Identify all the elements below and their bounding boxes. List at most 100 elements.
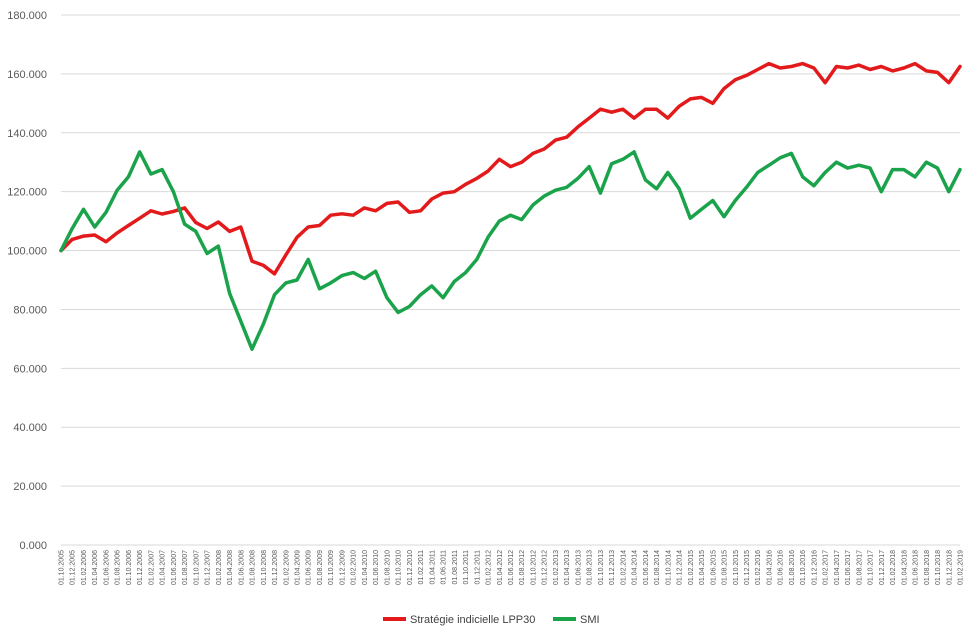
x-tick-label: 01.02.2018 xyxy=(890,550,897,585)
x-tick-label: 01.06.2012 xyxy=(508,550,515,585)
x-tick-label: 01.10.2015 xyxy=(733,550,740,585)
x-tick-label: 01.12.2008 xyxy=(272,550,279,585)
legend-item-smi: SMI xyxy=(553,614,600,626)
legend-label-lpp30: Stratégie indicielle LPP30 xyxy=(410,614,535,626)
x-tick-label: 01.08.2012 xyxy=(519,550,526,585)
x-tick-label: 01.10.2006 xyxy=(126,550,133,585)
x-tick-label: 01.12.2005 xyxy=(70,550,77,585)
x-tick-label: 01.04.2014 xyxy=(632,550,639,585)
x-tick-label: 01.04.2007 xyxy=(160,550,167,585)
x-tick-label: 01.12.2011 xyxy=(474,550,481,585)
y-tick-label: 160.000 xyxy=(7,69,47,81)
x-tick-label: 01.08.2016 xyxy=(789,550,796,585)
x-tick-label: 01.10.2008 xyxy=(261,550,268,585)
x-tick-label: 01.10.2010 xyxy=(396,550,403,585)
x-tick-label: 01.06.2008 xyxy=(238,550,245,585)
x-tick-label: 01.02.2014 xyxy=(620,550,627,585)
x-tick-label: 01.08.2017 xyxy=(856,550,863,585)
x-tick-label: 01.12.2013 xyxy=(609,550,616,585)
series-line-smi xyxy=(59,150,962,351)
x-tick-label: 01.02.2016 xyxy=(755,550,762,585)
x-tick-label: 01.12.2006 xyxy=(137,550,144,585)
x-tick-label: 01.12.2010 xyxy=(407,550,414,585)
x-tick-label: 01.02.2019 xyxy=(958,550,965,585)
x-tick-label: 01.04.2018 xyxy=(901,550,908,585)
x-tick-label: 01.08.2010 xyxy=(384,550,391,585)
series-line-lpp30 xyxy=(59,61,962,276)
y-tick-label: 20.000 xyxy=(13,481,47,493)
gridlines xyxy=(61,14,960,546)
x-tick-label: 01.06.2017 xyxy=(845,550,852,585)
y-tick-label: 140.000 xyxy=(7,128,47,140)
x-tick-label: 01.12.2016 xyxy=(811,550,818,585)
y-tick-label: 60.000 xyxy=(13,363,47,375)
x-tick-label: 01.02.2012 xyxy=(486,550,493,585)
x-tick-label: 01.10.2017 xyxy=(868,550,875,585)
y-tick-label: 40.000 xyxy=(13,422,47,434)
x-tick-label: 01.12.2018 xyxy=(946,550,953,585)
x-tick-label: 01.04.2017 xyxy=(834,550,841,585)
x-tick-label: 01.04.2008 xyxy=(227,550,234,585)
x-tick-label: 01.06.2007 xyxy=(171,550,178,585)
x-tick-label: 01.04.2012 xyxy=(497,550,504,585)
x-tick-label: 01.10.2012 xyxy=(530,550,537,585)
x-tick-label: 01.04.2009 xyxy=(294,550,301,585)
x-tick-label: 01.12.2012 xyxy=(542,550,549,585)
x-tick-label: 01.04.2006 xyxy=(92,550,99,585)
x-tick-label: 01.02.2017 xyxy=(823,550,830,585)
x-tick-label: 01.06.2009 xyxy=(306,550,313,585)
x-tick-label: 01.04.2010 xyxy=(362,550,369,585)
x-tick-label: 01.06.2010 xyxy=(373,550,380,585)
x-tick-label: 01.02.2015 xyxy=(688,550,695,585)
x-tick-label: 01.08.2008 xyxy=(250,550,257,585)
x-tick-label: 01.02.2007 xyxy=(148,550,155,585)
x-tick-label: 01.08.2018 xyxy=(924,550,931,585)
x-tick-label: 01.02.2010 xyxy=(351,550,358,585)
legend-label-smi: SMI xyxy=(580,614,600,626)
x-tick-label: 01.12.2007 xyxy=(205,550,212,585)
x-tick-label: 01.10.2016 xyxy=(800,550,807,585)
y-tick-label: 0.000 xyxy=(19,540,47,552)
x-tick-label: 01.08.2015 xyxy=(722,550,729,585)
x-tick-label: 01.10.2007 xyxy=(193,550,200,585)
x-tick-label: 01.02.2011 xyxy=(418,550,425,585)
x-tick-label: 01.04.2013 xyxy=(564,550,571,585)
y-tick-label: 100.000 xyxy=(7,246,47,258)
x-tick-label: 01.10.2009 xyxy=(328,550,335,585)
x-tick-label: 01.04.2015 xyxy=(699,550,706,585)
x-tick-label: 01.04.2016 xyxy=(766,550,773,585)
x-tick-label: 01.06.2016 xyxy=(778,550,785,585)
x-tick-label: 01.08.2006 xyxy=(115,550,122,585)
x-tick-label: 01.02.2009 xyxy=(283,550,290,585)
x-tick-label: 01.06.2014 xyxy=(643,550,650,585)
x-tick-label: 01.02.2006 xyxy=(81,550,88,585)
x-tick-label: 01.08.2009 xyxy=(317,550,324,585)
x-tick-label: 01.12.2017 xyxy=(879,550,886,585)
x-tick-label: 01.10.2013 xyxy=(598,550,605,585)
x-tick-label: 01.12.2014 xyxy=(677,550,684,585)
x-tick-label: 01.08.2013 xyxy=(587,550,594,585)
x-tick-label: 01.08.2007 xyxy=(182,550,189,585)
x-tick-label: 01.08.2014 xyxy=(654,550,661,585)
x-tick-label: 01.12.2009 xyxy=(339,550,346,585)
y-tick-label: 80.000 xyxy=(13,304,47,316)
x-tick-label: 01.02.2008 xyxy=(216,550,223,585)
x-tick-label: 01.06.2013 xyxy=(575,550,582,585)
x-tick-label: 01.04.2011 xyxy=(429,550,436,585)
x-tick-label: 01.10.2005 xyxy=(59,550,66,585)
y-tick-label: 120.000 xyxy=(7,187,47,199)
x-tick-label: 01.12.2015 xyxy=(744,550,751,585)
y-axis-ticks: 0.000 20.000 40.000 60.000 80.000 100.000 120.… xyxy=(7,10,47,552)
x-tick-label: 01.08.2011 xyxy=(452,550,459,585)
x-tick-label: 01.06.2018 xyxy=(913,550,920,585)
x-tick-label: 01.06.2011 xyxy=(441,550,448,585)
series-lines xyxy=(59,61,962,351)
x-tick-label: 01.10.2014 xyxy=(665,550,672,585)
legend-item-lpp30: Stratégie indicielle LPP30 xyxy=(383,614,535,626)
x-tick-label: 01.06.2006 xyxy=(103,550,110,585)
x-tick-label: 01.06.2015 xyxy=(710,550,717,585)
x-tick-label: 01.10.2018 xyxy=(935,550,942,585)
x-axis-ticks: 01.10.2005 01.12.2005 01.02.2006 01.04.2006… xyxy=(59,550,965,585)
